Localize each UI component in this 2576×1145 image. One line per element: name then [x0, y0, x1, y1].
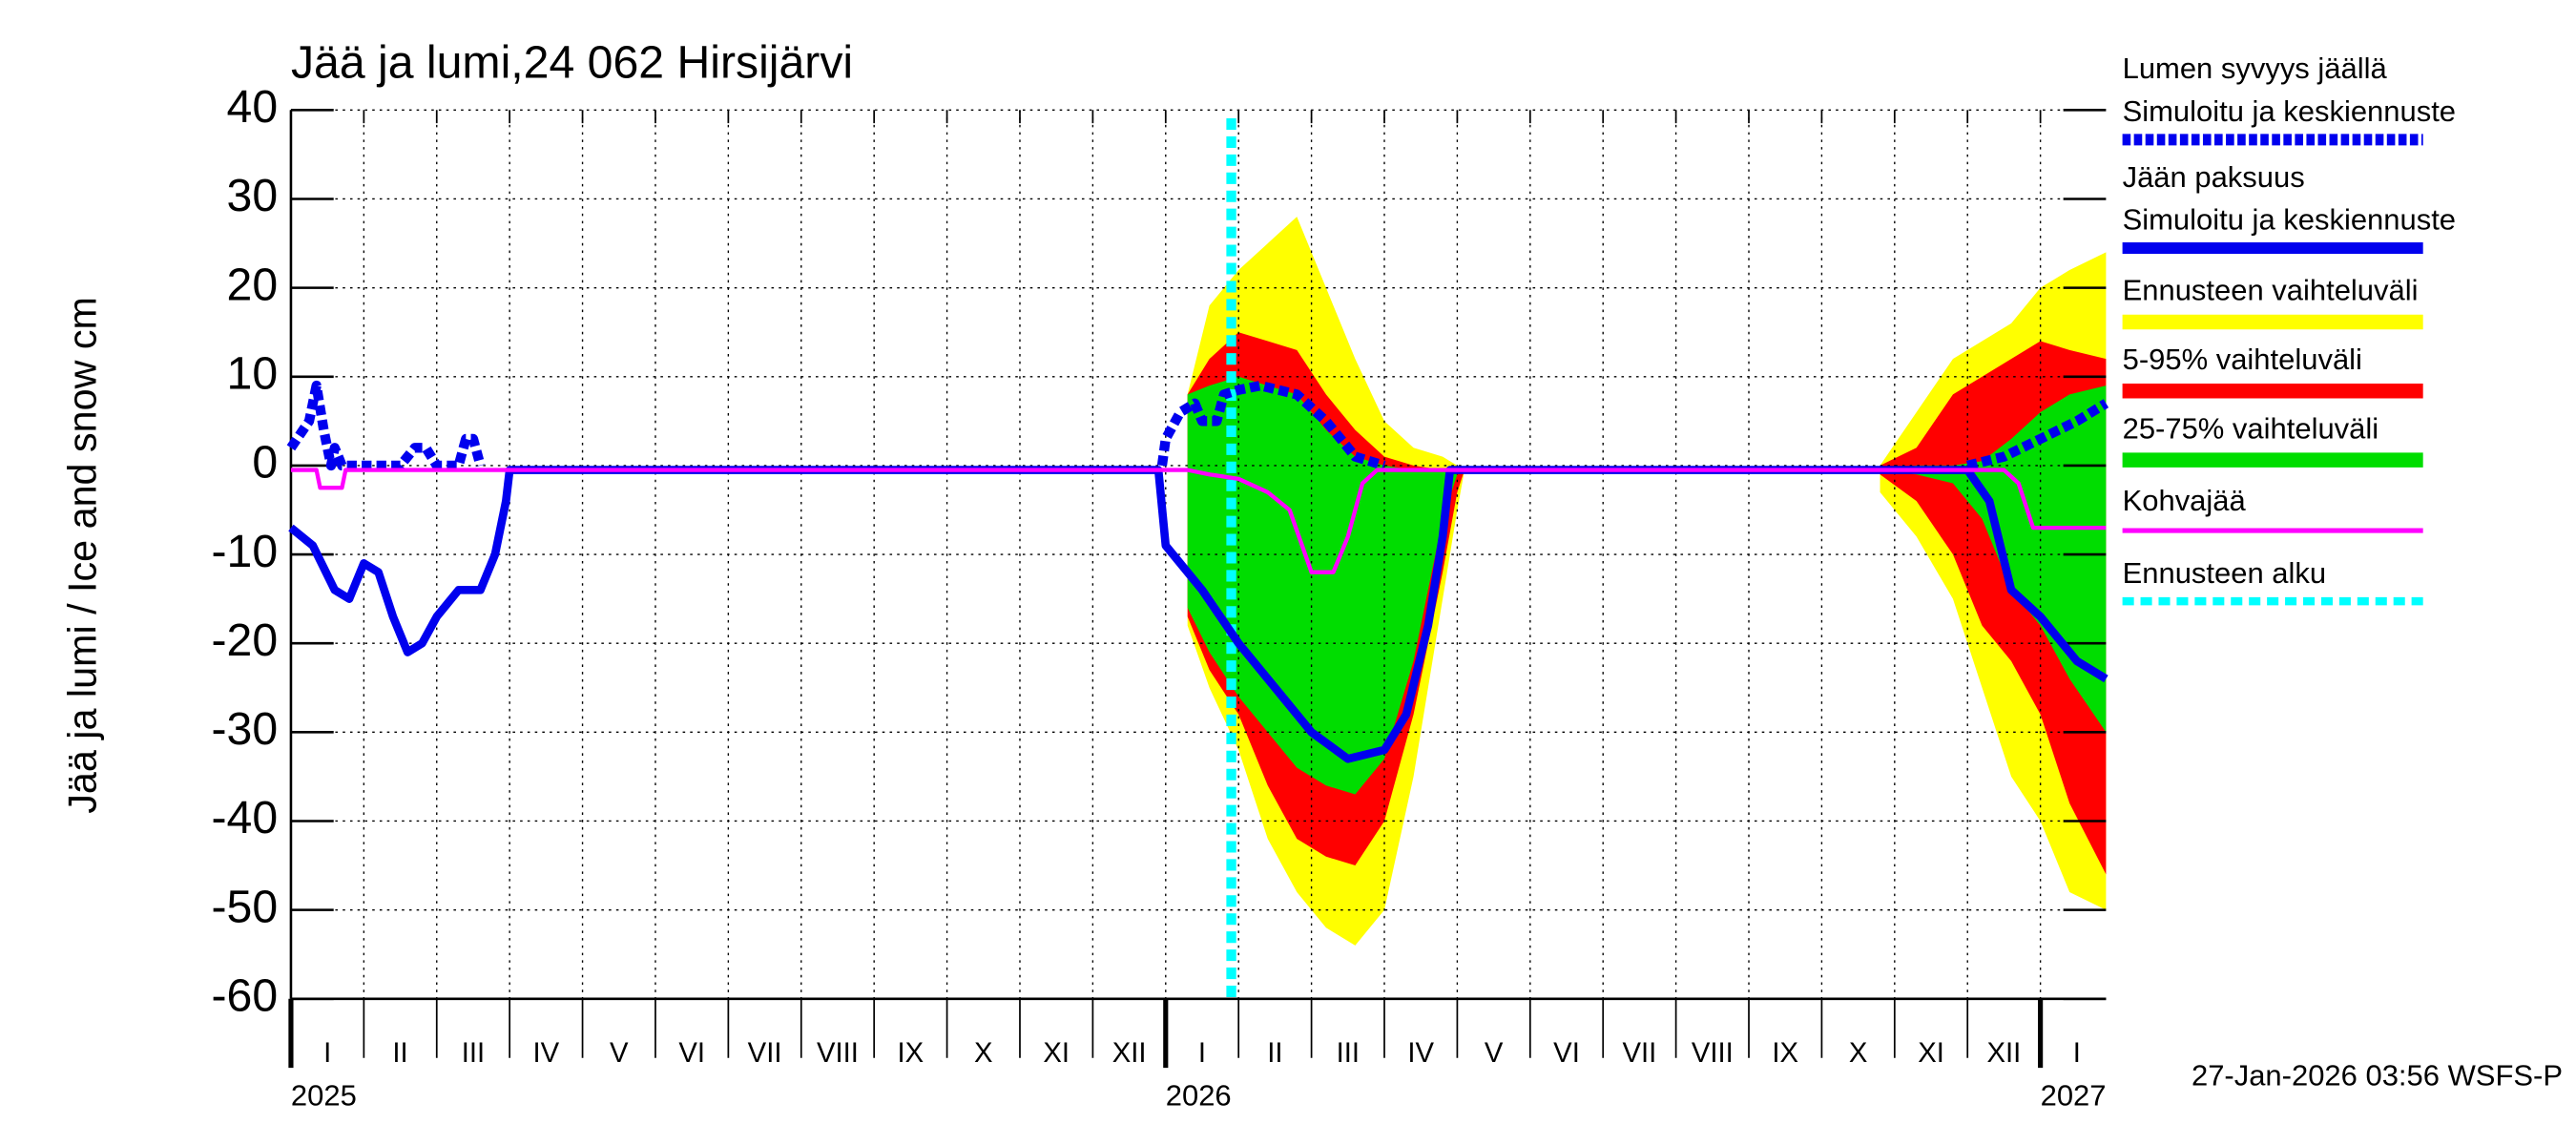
- y-tick-label: -50: [212, 881, 279, 932]
- x-tick-label: I: [1198, 1038, 1206, 1069]
- year-label: 2026: [1166, 1078, 1232, 1112]
- series-line: [1156, 380, 1386, 470]
- y-tick-label: 10: [227, 348, 279, 400]
- legend-label: Lumen syvyys jäällä: [2123, 52, 2388, 85]
- x-tick-label: VII: [748, 1038, 782, 1069]
- series-line: [1965, 399, 2109, 470]
- x-tick-label: XII: [1987, 1038, 2022, 1069]
- x-tick-label: XI: [1043, 1038, 1070, 1069]
- x-tick-label: X: [1849, 1038, 1868, 1069]
- x-tick-label: II: [392, 1038, 407, 1069]
- y-tick-label: 40: [227, 81, 279, 133]
- x-tick-label: I: [2073, 1038, 2081, 1069]
- x-tick-label: IX: [1772, 1038, 1798, 1069]
- y-tick-label: 30: [227, 170, 279, 221]
- x-tick-label: V: [610, 1038, 629, 1069]
- x-tick-label: VIII: [1692, 1038, 1734, 1069]
- series-line: [290, 468, 2107, 574]
- x-tick-label: IX: [898, 1038, 924, 1069]
- forecast-band: [1187, 376, 1465, 795]
- x-tick-label: III: [1337, 1038, 1360, 1069]
- legend-label: Simuloitu ja keskiennuste: [2123, 94, 2456, 128]
- series-line: [286, 380, 486, 471]
- x-tick-label: VIII: [817, 1038, 859, 1069]
- legend-label: Jään paksuus: [2123, 160, 2305, 194]
- y-tick-label: -10: [212, 526, 279, 577]
- x-tick-label: II: [1267, 1038, 1282, 1069]
- x-tick-label: I: [323, 1038, 331, 1069]
- year-label: 2025: [291, 1078, 357, 1112]
- y-tick-label: -40: [212, 792, 279, 843]
- x-tick-label: XII: [1112, 1038, 1147, 1069]
- legend-label: 25-75% vaihteluväli: [2123, 411, 2379, 445]
- y-tick-label: -30: [212, 703, 279, 755]
- x-tick-label: IV: [533, 1038, 560, 1069]
- x-tick-label: X: [974, 1038, 993, 1069]
- legend-label: 5-95% vaihteluväli: [2123, 343, 2362, 376]
- y-tick-label: 20: [227, 259, 279, 310]
- legend-label: Kohvajää: [2123, 484, 2247, 517]
- legend-label: Ennusteen alku: [2123, 556, 2327, 590]
- chart-title: Jää ja lumi,24 062 Hirsijärvi: [291, 37, 853, 89]
- y-tick-label: 0: [252, 437, 278, 489]
- x-tick-label: VII: [1623, 1038, 1657, 1069]
- x-tick-label: VI: [678, 1038, 705, 1069]
- y-axis-label: Jää ja lumi / Ice and snow cm: [61, 297, 105, 814]
- year-label: 2027: [2041, 1078, 2107, 1112]
- footer: 27-Jan-2026 03:56 WSFS-P: [2192, 1059, 2563, 1093]
- legend-label: Simuloitu ja keskiennuste: [2123, 203, 2456, 237]
- legend-label: Ennusteen vaihteluväli: [2123, 274, 2419, 307]
- y-tick-label: -60: [212, 970, 279, 1022]
- x-tick-label: IV: [1407, 1038, 1434, 1069]
- x-tick-label: V: [1485, 1038, 1504, 1069]
- y-tick-label: -20: [212, 614, 279, 666]
- x-tick-label: III: [462, 1038, 485, 1069]
- x-tick-label: XI: [1918, 1038, 1944, 1069]
- x-tick-label: VI: [1553, 1038, 1580, 1069]
